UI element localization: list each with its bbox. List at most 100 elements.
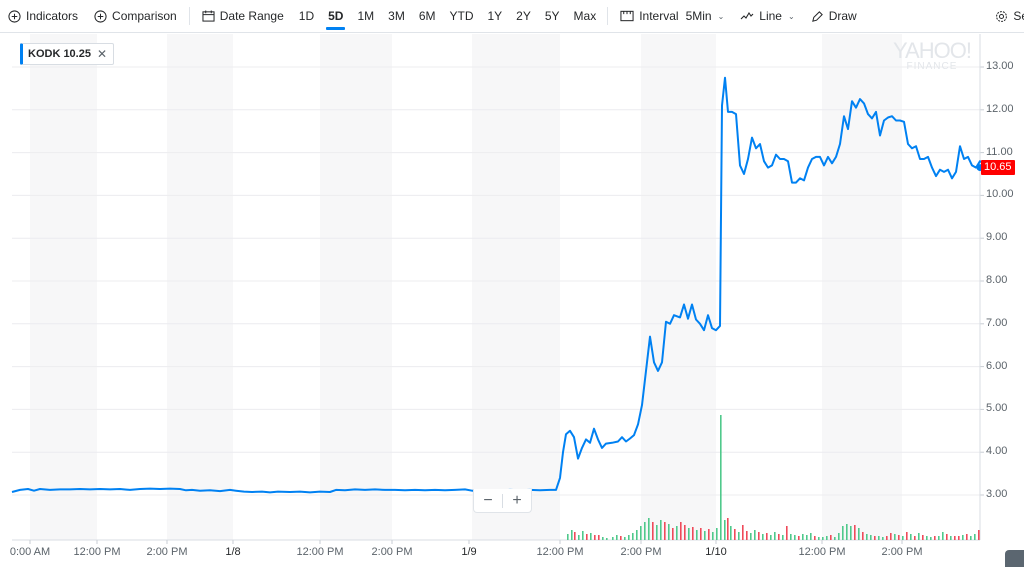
line-chart-icon <box>740 11 754 20</box>
interval-value: 5Min <box>685 9 712 23</box>
volume-bar <box>774 532 776 540</box>
zoom-out-button[interactable]: − <box>483 491 493 509</box>
volume-bar <box>567 534 569 540</box>
volume-bar <box>571 530 573 540</box>
volume-bar <box>866 534 868 540</box>
current-price-flag: 10.65 <box>981 160 1015 175</box>
volume-bar <box>762 534 764 540</box>
indicators-button[interactable]: Indicators <box>0 0 86 33</box>
x-time-label: 12:00 PM <box>536 546 584 558</box>
comparison-label: Comparison <box>112 9 177 23</box>
session-band <box>320 34 392 540</box>
volume-bar <box>704 531 706 540</box>
range-2y-button[interactable]: 2Y <box>516 9 531 23</box>
y-tick-label: 3.00 <box>986 488 1008 500</box>
toolbar-divider <box>188 7 190 25</box>
chart-type-dropdown[interactable]: Line ⌄ <box>732 0 802 33</box>
date-range-button[interactable]: Date Range <box>194 0 292 33</box>
volume-bar <box>970 536 972 540</box>
volume-bar <box>664 522 666 540</box>
volume-bar <box>602 537 604 540</box>
y-tick-label: 4.00 <box>986 445 1008 458</box>
range-5y-button[interactable]: 5Y <box>544 9 560 23</box>
settings-button[interactable]: Se <box>987 0 1024 33</box>
volume-bar <box>738 532 740 540</box>
x-time-label: 12:00 PM <box>73 546 121 558</box>
volume-bar <box>862 532 864 540</box>
price-line <box>11 76 988 494</box>
volume-bar <box>628 535 630 540</box>
y-tick-label: 10.00 <box>986 188 1014 201</box>
feedback-button[interactable] <box>1005 550 1024 567</box>
volume-bar <box>902 536 904 540</box>
zoom-divider <box>502 493 503 508</box>
volume-bar <box>578 535 580 540</box>
range-5d-button[interactable]: 5D <box>321 0 350 33</box>
volume-bar <box>890 533 892 540</box>
volume-bar <box>692 527 694 540</box>
volume-bar <box>910 534 912 540</box>
volume-bar <box>712 532 714 540</box>
settings-label: Se <box>1013 9 1024 23</box>
close-icon[interactable]: ✕ <box>96 47 108 61</box>
volume-bar <box>746 531 748 540</box>
volume-bar <box>974 534 976 540</box>
volume-bar <box>660 520 662 540</box>
volume-bar <box>818 537 820 540</box>
volume-bar <box>874 536 876 540</box>
volume-bar <box>926 536 928 540</box>
volume-bar <box>668 524 670 540</box>
volume-bar <box>906 532 908 540</box>
zoom-in-button[interactable]: + <box>512 491 522 509</box>
volume-bar <box>676 526 678 540</box>
volume-bar <box>838 533 840 540</box>
pencil-icon <box>811 10 823 22</box>
y-tick-label: 12.00 <box>986 102 1014 115</box>
draw-button[interactable]: Draw <box>803 0 865 33</box>
session-band <box>472 34 560 540</box>
range-1d-button[interactable]: 1D <box>298 9 315 23</box>
volume-bar <box>727 518 729 540</box>
volume-bar <box>620 536 622 540</box>
range-max-button[interactable]: Max <box>573 9 597 23</box>
volume-bar <box>594 535 596 540</box>
range-3m-button[interactable]: 3M <box>388 9 405 23</box>
watermark-line1: YAHOO! <box>893 38 972 63</box>
volume-bar <box>846 524 848 540</box>
symbol-label: KODK 10.25 <box>28 48 91 60</box>
session-band <box>167 34 233 540</box>
volume-bar <box>930 537 932 540</box>
symbol-legend-tag[interactable]: KODK 10.25 ✕ <box>20 43 115 65</box>
interval-dropdown[interactable]: Interval 5Min ⌄ <box>612 0 732 33</box>
interval-icon <box>620 10 634 22</box>
volume-bar <box>656 525 658 540</box>
y-tick-label: 6.00 <box>986 359 1008 372</box>
volume-bar <box>882 537 884 540</box>
zoom-controls: − + <box>473 489 532 513</box>
volume-bar <box>886 536 888 540</box>
volume-bar <box>598 535 600 540</box>
yahoo-finance-watermark: YAHOO! FINANCE <box>893 38 972 72</box>
volume-bar <box>898 535 900 540</box>
volume-bar <box>586 534 588 540</box>
comparison-button[interactable]: Comparison <box>86 0 185 33</box>
volume-bar <box>644 522 646 540</box>
chart-type-label: Line <box>759 9 782 23</box>
x-time-label: 2:00 PM <box>371 546 413 558</box>
range-ytd-button[interactable]: YTD <box>449 9 474 23</box>
volume-bar <box>830 535 832 540</box>
calendar-icon <box>202 10 215 22</box>
volume-bar <box>632 533 634 540</box>
volume-bar <box>842 526 844 540</box>
gear-icon <box>996 10 1008 22</box>
volume-bar <box>954 536 956 540</box>
range-1y-button[interactable]: 1Y <box>487 9 503 23</box>
volume-bar <box>640 526 642 540</box>
range-1m-button[interactable]: 1M <box>357 9 375 23</box>
volume-bar <box>978 530 980 540</box>
range-6m-button[interactable]: 6M <box>418 9 436 23</box>
plus-circle-icon <box>94 9 107 23</box>
volume-bar <box>612 537 614 540</box>
volume-bar <box>806 535 808 540</box>
